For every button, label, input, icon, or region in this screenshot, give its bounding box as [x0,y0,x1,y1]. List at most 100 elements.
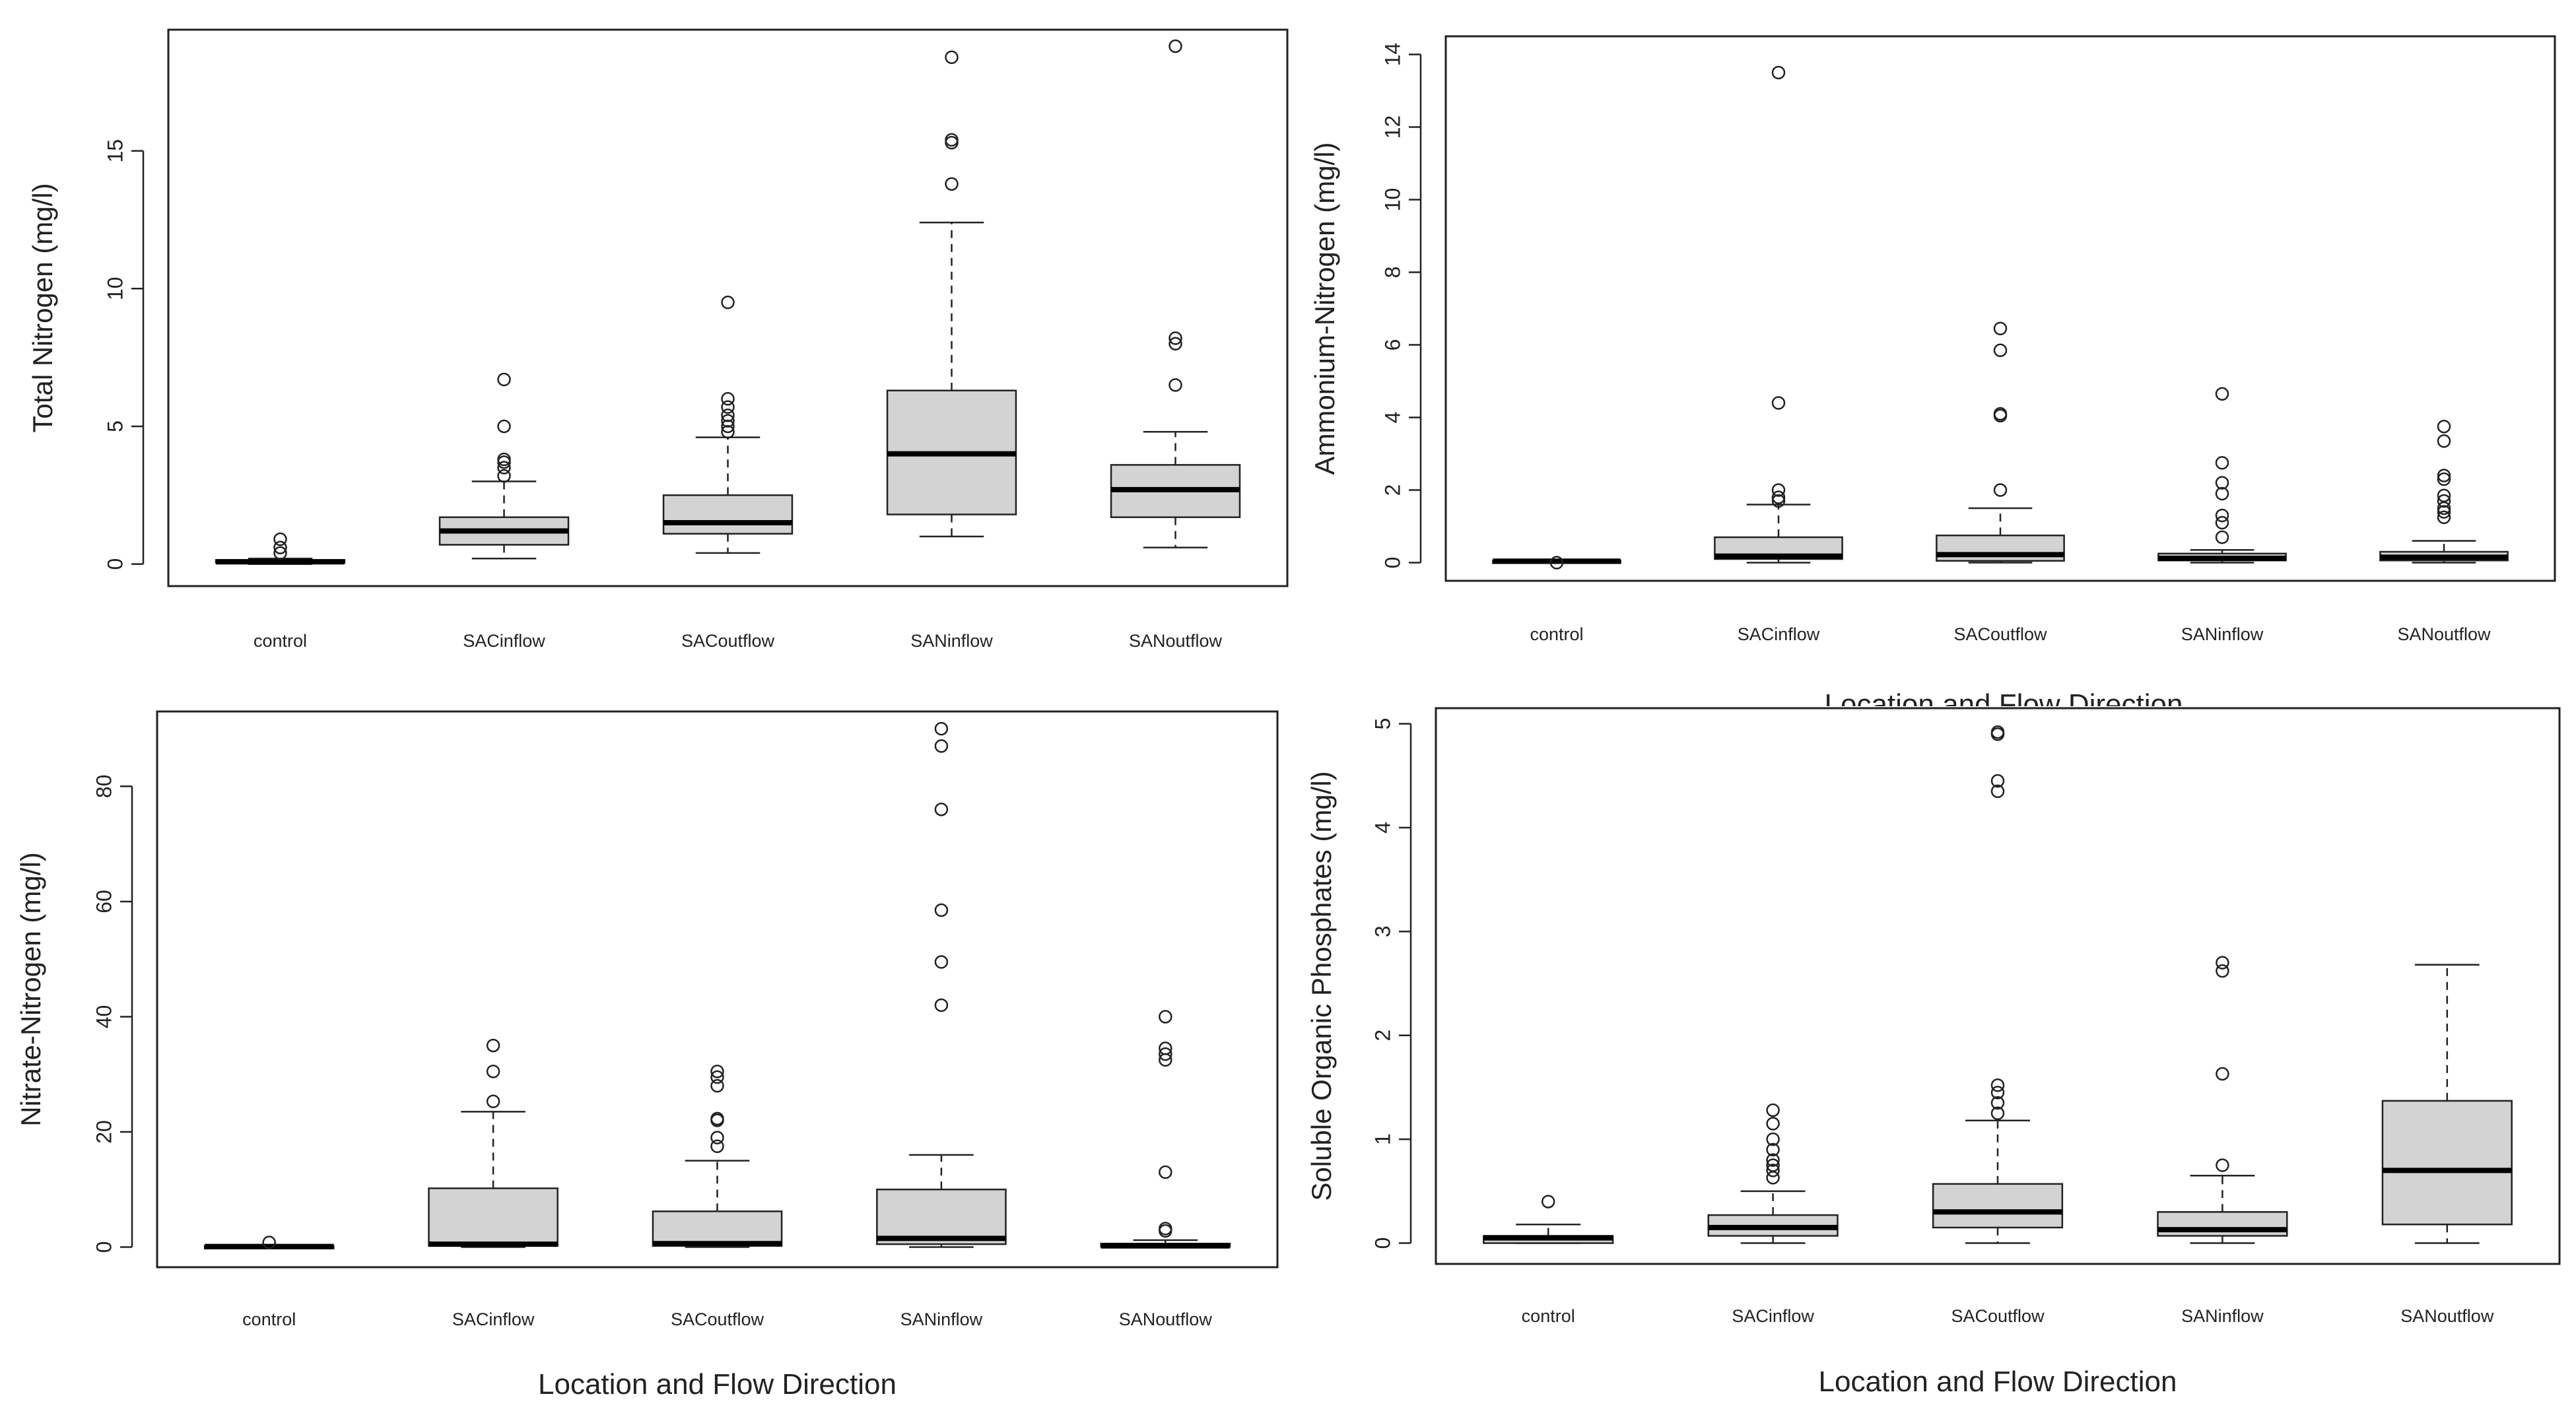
box-SACoutflow [652,1065,783,1248]
box-SACoutflow [1932,725,2064,1244]
outlier-point [273,546,287,560]
box-SANoutflow [2381,964,2513,1244]
category-label: SANoutflow [1129,631,1223,651]
outlier-point [934,721,949,736]
category-label: SACoutflow [681,631,775,651]
y-tick-label: 20 [92,1120,116,1144]
box-SACinflow [428,1038,559,1248]
outlier-point [721,295,735,310]
outlier-point [273,532,287,546]
box-SANinflow [886,50,1017,538]
outlier-point [721,414,735,428]
plot-frame [1444,35,2556,582]
outlier-point [1990,1096,2005,1110]
plot-frame [1435,707,2561,1265]
outlier-point [2215,486,2229,501]
outlier-point [1169,39,1182,53]
outlier-point [1766,1117,1780,1131]
boxplot-panel-4: 0 1 2 3 4 5 Soluble Organic Phosphates (mg/l) L… [1306,707,2561,1398]
y-tick-label: 5 [1371,718,1394,730]
outlier-point [262,1236,276,1249]
category-label: SACinflow [463,631,545,651]
outlier-point [710,1070,724,1084]
x-axis-label: Location and Flow Direction [538,1368,897,1401]
iqr-box [428,1187,559,1247]
outlier-point [945,177,959,191]
outlier-point [2437,510,2451,524]
outlier-point [1159,1041,1172,1055]
box-SACoutflow [1936,321,2065,564]
iqr-box [2381,1100,2513,1226]
outlier-point [2216,956,2229,970]
box-SANoutflow [1100,1010,1231,1249]
category-label: SACinflow [1732,1306,1814,1326]
y-tick-label: 0 [1371,1238,1394,1249]
outlier-point [1766,1153,1780,1167]
y-tick-label: 12 [1380,116,1404,139]
box-SANoutflow [2379,420,2509,564]
outlier-point [710,1111,724,1126]
category-label: control [242,1309,296,1329]
outlier-point [2215,387,2229,401]
category-label: SANinflow [2181,1306,2264,1326]
y-tick-label: 6 [1380,339,1404,351]
y-tick-label: 14 [1380,43,1404,67]
box-control [1492,556,1621,570]
outlier-point [721,409,735,422]
outlier-point [497,372,511,387]
outlier-point [1993,407,2008,421]
category-label: SANinflow [2181,624,2264,644]
y-tick-label: 0 [92,1241,116,1253]
iqr-box [2157,1211,2288,1237]
y-tick-label: 10 [1380,188,1404,212]
outlier-point [1990,1078,2005,1092]
y-tick-label: 8 [1380,267,1404,279]
outlier-point [1766,1142,1780,1157]
outlier-point [2215,508,2229,523]
outlier-point [497,419,511,434]
plot-frame [167,28,1289,587]
outlier-point [2437,472,2451,486]
y-axis-label: Nitrate-Nitrogen (mg/l) [15,852,46,1126]
outlier-point [934,998,949,1012]
iqr-box [662,494,794,535]
outlier-point [1549,556,1564,570]
y-tick-label: 15 [103,139,127,163]
box-SACinflow [1714,65,1843,564]
outlier-point [1159,1010,1172,1024]
outlier-point [1169,331,1182,345]
boxplot-panel-2: 0 2 4 6 8 10 12 14 Ammonium-Nitrogen (mg/l) contr… [1309,35,2556,644]
iqr-box [876,1188,1007,1245]
outlier-point [1169,337,1182,351]
outlier-point [1771,483,1786,497]
box-control [203,1236,335,1249]
category-label: control [254,631,307,651]
outlier-point [934,739,949,753]
y-axis-label: Total Nitrogen (mg/l) [27,183,58,432]
outlier-point [497,469,511,483]
box-SANinflow [2157,387,2287,564]
outlier-point [1990,784,2005,799]
y-tick-label: 60 [92,890,116,913]
outlier-point [2437,469,2451,482]
outlier-point [2216,964,2229,978]
y-axis-label: Soluble Organic Phosphates (mg/l) [1306,771,1337,1201]
outlier-point [1993,343,2008,357]
y-tick-label: 2 [1371,1030,1394,1041]
outlier-point [1990,725,2005,739]
outlier-point [934,803,949,816]
outlier-point [2215,530,2229,544]
outlier-point [2215,456,2229,470]
y-tick-label: 4 [1371,822,1394,834]
outlier-point [710,1065,724,1078]
outlier-point [945,50,959,64]
y-tick-label: 0 [1380,557,1404,569]
outlier-point [721,419,735,434]
outlier-point [710,1131,724,1144]
box-control [215,532,346,565]
y-tick-label: 40 [92,1005,116,1029]
outlier-point [945,133,959,147]
outlier-point [1541,1195,1555,1208]
outlier-point [945,135,959,150]
outlier-point [1990,1086,2005,1100]
